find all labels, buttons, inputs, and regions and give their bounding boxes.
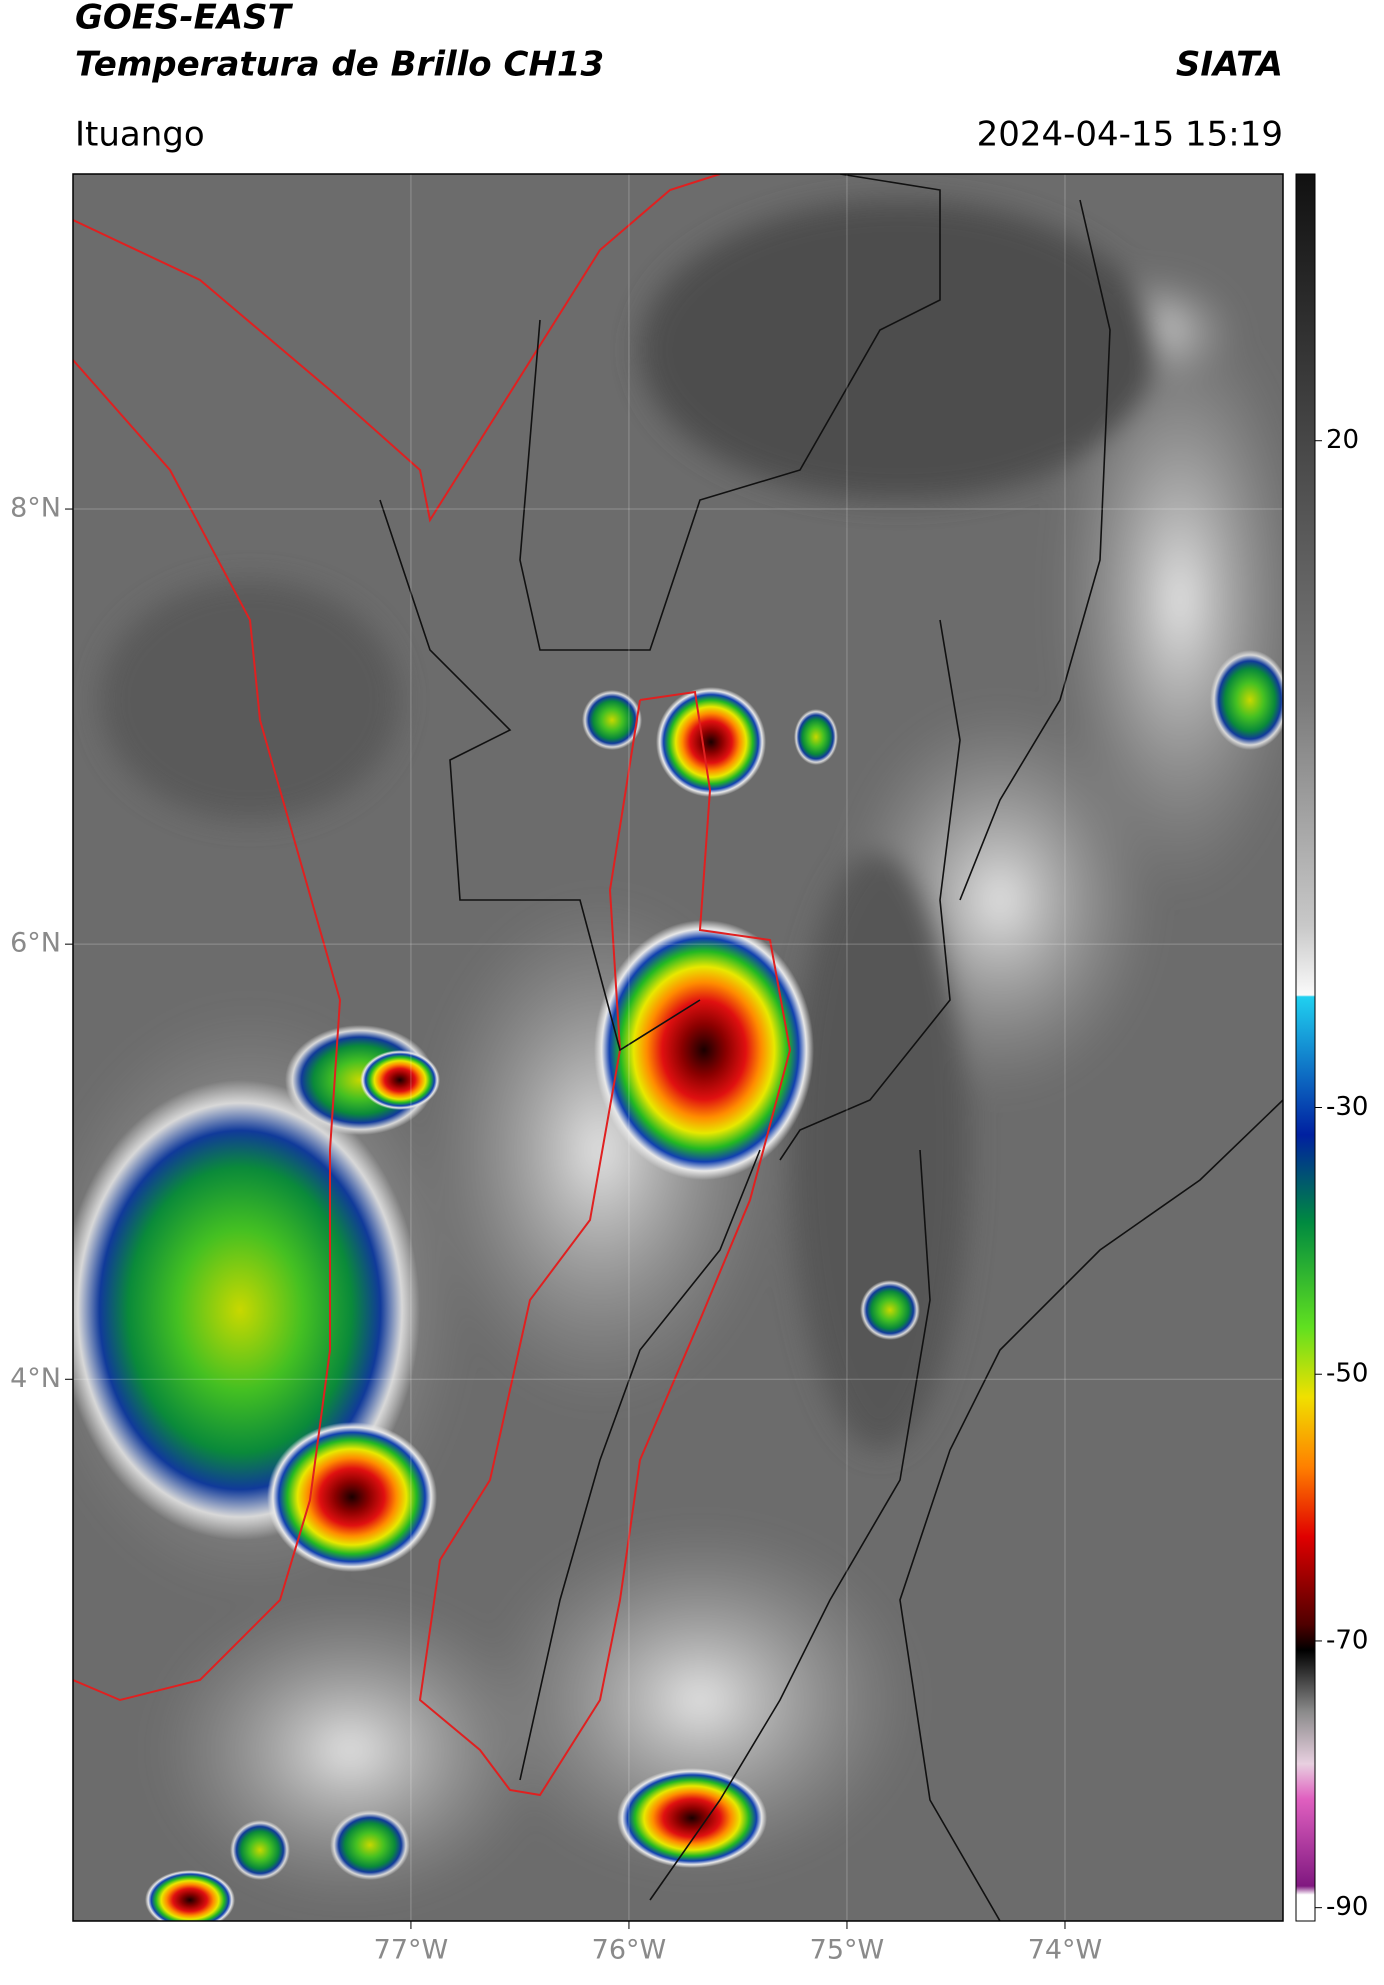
colorbar-tick-label: -30 [1326,1092,1368,1122]
axes: 77°W 76°W 75°W 74°W 8°N 6°N 4°N 20 -30 -50 -70 -90 [10,174,1368,1966]
colorbar [1295,173,1316,1922]
x-tick-label: 77°W [374,1935,449,1966]
x-tick-label: 76°W [592,1935,667,1966]
title: GOES-EAST [75,0,294,38]
x-tick-label: 74°W [1028,1935,1103,1966]
location: Ituango [75,115,205,155]
y-tick-label: 6°N [10,928,61,959]
map-frame [72,173,1284,1922]
x-tick-label: 75°W [810,1935,885,1966]
datetime: 2024-04-15 15:19 [977,115,1283,155]
subtitle: Temperatura de Brillo CH13 [75,45,604,85]
y-tick-label: 4°N [10,1363,61,1394]
satellite-image [73,174,1283,1921]
y-tick-label: 8°N [10,493,61,524]
colorbar-tick-label: -50 [1326,1359,1368,1389]
colorbar-tick-label: -70 [1326,1625,1368,1655]
colorbar-tick-label: 20 [1326,425,1359,455]
source: SIATA [1176,45,1283,85]
colorbar-tick-label: -90 [1326,1892,1368,1922]
